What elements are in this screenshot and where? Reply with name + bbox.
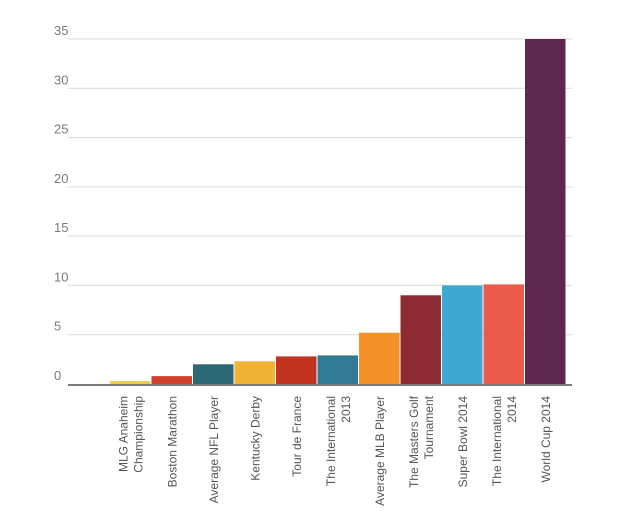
y-tick-label: 25	[54, 122, 68, 137]
x-tick-label-line: 2013	[339, 396, 353, 423]
bar	[400, 295, 441, 384]
y-tick-labels: 0 5 10 15 20 25 30 35	[54, 23, 68, 383]
x-tick-label-line: Tournament	[422, 395, 436, 459]
bar	[234, 361, 275, 384]
x-tick-label-line: The International	[324, 396, 338, 486]
x-tick-label-line: MLG Anaheim	[116, 396, 130, 472]
x-tick-label-line: The Masters Golf	[407, 395, 421, 488]
x-tick-label: Tour de France	[290, 396, 304, 477]
x-tick-label-line: The International	[490, 396, 504, 486]
y-tick-label: 15	[54, 220, 68, 235]
bar	[442, 285, 483, 384]
x-tick-label-line: Championship	[131, 396, 145, 473]
bar	[276, 356, 317, 384]
x-tick-label: MLG Anaheim Championship	[116, 396, 145, 473]
x-tick-label: The International 2014	[490, 396, 519, 486]
x-tick-label-line: World Cup 2014	[539, 396, 553, 483]
bar	[483, 284, 524, 384]
x-tick-label-line: Average NFL Player	[207, 396, 221, 503]
y-tick-label: 10	[54, 269, 68, 284]
x-tick-label: Average MLB Player	[373, 396, 387, 506]
y-tick-label: 30	[54, 72, 68, 87]
bar	[359, 332, 400, 384]
y-tick-label: 35	[54, 23, 68, 38]
bar	[151, 376, 192, 384]
x-tick-label: Super Bowl 2014	[456, 396, 470, 488]
bar	[317, 355, 358, 384]
gridlines	[68, 38, 572, 336]
x-tick-label: Average NFL Player	[207, 396, 221, 503]
x-tick-label-line: Tour de France	[290, 396, 304, 477]
bar	[193, 364, 234, 384]
x-tick-labels: MLG Anaheim Championship Boston Marathon Av…	[116, 395, 553, 506]
x-tick-label: Kentucky Derby	[248, 396, 262, 481]
y-tick-label: 0	[54, 368, 61, 383]
x-tick-label: The International 2013	[324, 396, 353, 486]
x-tick-label: Boston Marathon	[165, 396, 179, 487]
x-tick-label-line: 2014	[505, 396, 519, 423]
bar	[110, 381, 151, 384]
x-tick-label-line: Average MLB Player	[373, 396, 387, 506]
x-tick-label-line: Kentucky Derby	[248, 396, 262, 481]
bars	[110, 39, 566, 384]
y-tick-label: 20	[54, 171, 68, 186]
x-tick-label-line: Super Bowl 2014	[456, 396, 470, 488]
bar	[525, 39, 566, 384]
x-tick-label: World Cup 2014	[539, 396, 553, 483]
y-tick-label: 5	[54, 319, 61, 334]
x-tick-label: The Masters Golf Tournament	[407, 395, 436, 488]
x-tick-label-line: Boston Marathon	[165, 396, 179, 487]
